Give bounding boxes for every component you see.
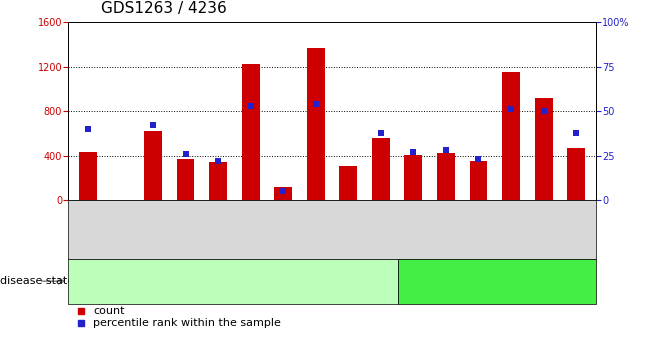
Bar (398, 259, 596, 304)
Bar (404, 155, 422, 200)
Text: GSM50505: GSM50505 (179, 203, 189, 256)
Text: GSM50475: GSM50475 (443, 203, 452, 256)
Bar (567, 148, 585, 200)
Text: GSM50512: GSM50512 (376, 203, 387, 256)
Text: GSM50473: GSM50473 (409, 203, 419, 256)
Bar (502, 72, 520, 200)
Bar (242, 63, 260, 200)
Text: GSM50513: GSM50513 (508, 203, 518, 256)
Text: no tumor relapse: no tumor relapse (186, 276, 281, 286)
Text: GDS1263 / 4236: GDS1263 / 4236 (101, 1, 227, 16)
Bar (437, 154, 455, 200)
Bar (307, 48, 325, 200)
Bar (79, 152, 97, 200)
Bar (274, 187, 292, 200)
Bar (534, 98, 553, 200)
Bar (176, 159, 195, 200)
Bar (209, 162, 227, 200)
Bar (144, 131, 162, 200)
Bar (372, 138, 390, 200)
Text: percentile rank within the sample: percentile rank within the sample (93, 318, 281, 327)
Text: GSM50511: GSM50511 (344, 203, 353, 256)
Text: GSM50510: GSM50510 (475, 203, 485, 256)
Text: disease state: disease state (0, 276, 74, 286)
Bar (68, 259, 398, 304)
Text: GSM50474: GSM50474 (80, 203, 90, 256)
Text: GSM50506: GSM50506 (212, 203, 221, 256)
Text: GSM50515: GSM50515 (574, 203, 584, 256)
Text: GSM50514: GSM50514 (541, 203, 551, 256)
Text: tumor relapse: tumor relapse (458, 276, 536, 286)
Bar (469, 161, 488, 200)
Text: count: count (93, 306, 124, 315)
Text: GSM50509: GSM50509 (311, 203, 320, 256)
Text: GSM50496: GSM50496 (113, 203, 123, 256)
Text: GSM50504: GSM50504 (146, 203, 156, 256)
Bar (68, 200, 596, 259)
Text: GSM50508: GSM50508 (277, 203, 288, 256)
Text: GSM50507: GSM50507 (245, 203, 255, 256)
Bar (339, 166, 357, 200)
